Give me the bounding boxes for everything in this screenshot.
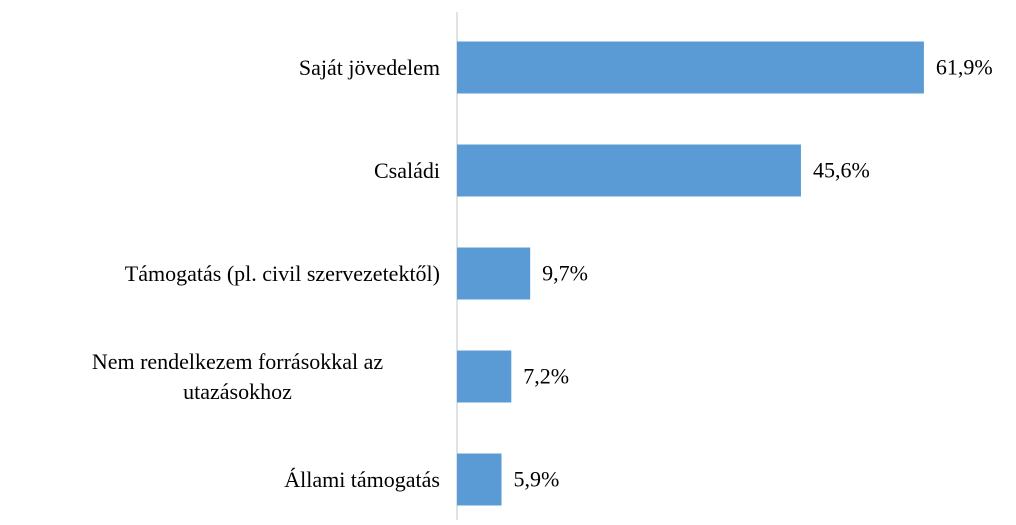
category-label: Nem rendelkezem forrásokkal az utazásokh… <box>91 348 384 404</box>
bar <box>457 350 512 403</box>
category-label-box: Nem rendelkezem forrásokkal az utazásokh… <box>35 337 440 417</box>
bar <box>457 247 531 300</box>
category-label-box: Családi <box>374 131 440 211</box>
category-label: Állami támogatás <box>284 466 440 492</box>
bar <box>457 144 801 197</box>
value-label: 5,9% <box>514 467 560 492</box>
category-label: Saját jövedelem <box>298 54 440 80</box>
category-label-box: Támogatás (pl. civil szervezetektől) <box>125 234 440 314</box>
category-label-box: Saját jövedelem <box>299 28 440 108</box>
value-label: 45,6% <box>813 158 870 183</box>
value-label: 9,7% <box>542 261 588 286</box>
bar <box>457 41 924 94</box>
value-label: 7,2% <box>523 364 569 389</box>
value-label: 61,9% <box>936 55 993 80</box>
category-label-box: Állami támogatás <box>284 440 440 520</box>
category-label: Családi <box>374 157 440 183</box>
bar <box>457 453 502 506</box>
category-label: Támogatás (pl. civil szervezetektől) <box>124 260 440 286</box>
